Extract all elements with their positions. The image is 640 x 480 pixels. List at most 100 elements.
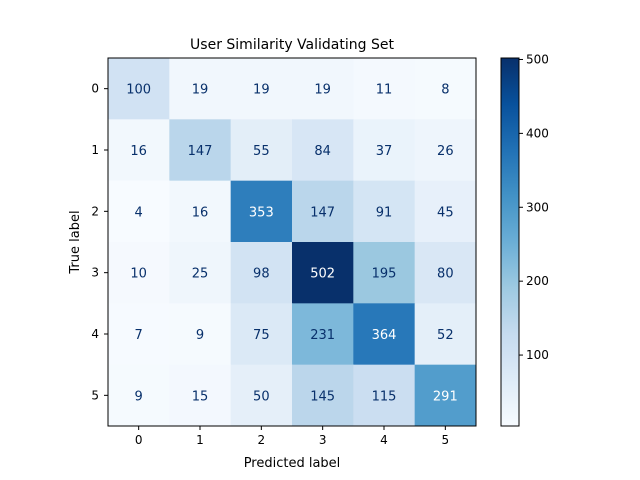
cell-value-label: 26	[437, 144, 454, 159]
colorbar-ticks: 100 200 300 400 500	[519, 52, 549, 362]
heatmap-cell	[108, 242, 170, 304]
cell-value-label: 19	[192, 83, 209, 98]
cell-value-label: 19	[253, 83, 270, 98]
heatmap-cell	[108, 364, 170, 427]
cell-value-label: 37	[376, 144, 393, 159]
cell-value-label: 195	[372, 267, 397, 282]
heatmap-cell	[292, 242, 354, 304]
cell-value-label: 15	[192, 389, 209, 404]
heatmap-cell	[108, 58, 170, 120]
cell-value-label: 147	[188, 144, 213, 159]
heatmap-cell	[169, 58, 232, 120]
x-tick-label: 2	[258, 433, 266, 447]
heatmap-cell	[414, 303, 477, 366]
cell-value-label: 84	[314, 144, 331, 159]
cell-value-label: 353	[249, 205, 274, 220]
heatmap-cell	[353, 58, 416, 120]
heatmap-cell	[292, 119, 354, 182]
heatmap-cell	[169, 303, 232, 366]
cell-value-label: 45	[437, 205, 454, 220]
y-tick-label: 5	[91, 388, 99, 402]
cell-value-label: 80	[437, 267, 454, 282]
y-axis-label: True label	[68, 210, 83, 274]
cell-value-label: 10	[130, 267, 147, 282]
cell-value-label: 55	[253, 144, 270, 159]
heatmap-cell	[414, 180, 477, 243]
heatmap-cell	[230, 180, 293, 243]
y-tick-label: 1	[91, 143, 99, 157]
heatmap-cell	[230, 303, 293, 366]
plot-frame	[107, 57, 477, 427]
colorbar-tick-label: 300	[526, 200, 549, 214]
heatmap-cell	[230, 242, 293, 304]
x-tick-label: 3	[319, 433, 327, 447]
cell-value-label: 25	[192, 267, 209, 282]
x-tick-label: 5	[442, 433, 450, 447]
heatmap-cell	[169, 364, 232, 427]
heatmap-cells: 100 19 19 19 11 816 147 55 84 37 264 16 353 147 91 4510…	[108, 58, 477, 427]
heatmap-cell	[230, 119, 293, 182]
colorbar: 100 200 300 400 500	[500, 52, 549, 427]
cell-value-label: 231	[310, 328, 335, 343]
cell-value-label: 52	[437, 328, 454, 343]
cell-value-label: 7	[135, 328, 143, 343]
heatmap-cell	[353, 242, 416, 304]
cell-value-label: 115	[372, 389, 397, 404]
cell-value-label: 98	[253, 267, 270, 282]
heatmap-cell	[414, 119, 477, 182]
heatmap-cell	[169, 180, 232, 243]
colorbar-tick-label: 100	[526, 348, 549, 362]
colorbar-tick-label: 200	[526, 274, 549, 288]
heatmap-cell	[414, 242, 477, 304]
heatmap-cell	[108, 180, 170, 243]
chart-title: User Similarity Validating Set	[190, 37, 394, 53]
cell-value-label: 100	[126, 83, 151, 98]
heatmap-cell	[230, 58, 293, 120]
cell-value-label: 9	[135, 389, 143, 404]
heatmap-cell	[292, 58, 354, 120]
y-tick-label: 3	[91, 266, 99, 280]
y-tick-label: 4	[91, 327, 99, 341]
heatmap-cell	[292, 364, 354, 427]
x-axis-label: Predicted label	[244, 456, 341, 471]
heatmap-cell	[353, 119, 416, 182]
heatmap-cell	[108, 303, 170, 366]
cell-value-label: 9	[196, 328, 204, 343]
cell-value-label: 4	[135, 205, 143, 220]
heatmap-cell	[414, 58, 477, 120]
cell-value-label: 502	[310, 267, 335, 282]
cell-value-label: 50	[253, 389, 270, 404]
cell-value-label: 19	[314, 83, 331, 98]
cell-value-label: 16	[192, 205, 209, 220]
colorbar-gradient	[500, 57, 520, 427]
heatmap-cell	[414, 364, 477, 427]
cell-value-label: 364	[372, 328, 397, 343]
colorbar-tick-label: 400	[526, 126, 549, 140]
heatmap-cell	[230, 364, 293, 427]
x-axis-ticks: 0 1 2 3 4 5	[135, 426, 449, 447]
heatmap-cell	[292, 303, 354, 366]
heatmap-cell	[169, 119, 232, 182]
heatmap-cell	[292, 180, 354, 243]
colorbar-tick-label: 500	[526, 52, 549, 66]
x-tick-label: 1	[196, 433, 204, 447]
heatmap-cell	[169, 242, 232, 304]
cell-value-label: 8	[441, 83, 449, 98]
cell-value-label: 291	[433, 389, 458, 404]
x-tick-label: 0	[135, 433, 143, 447]
y-tick-label: 2	[91, 204, 99, 218]
heatmap-cell	[353, 364, 416, 427]
cell-value-label: 16	[130, 144, 147, 159]
cell-value-label: 145	[310, 389, 335, 404]
x-tick-label: 4	[380, 433, 388, 447]
cell-value-label: 91	[376, 205, 393, 220]
heatmap-cell	[108, 119, 170, 182]
y-tick-label: 0	[91, 82, 99, 96]
cell-value-label: 11	[376, 83, 393, 98]
heatmap-cell	[353, 180, 416, 243]
cell-value-label: 75	[253, 328, 270, 343]
y-axis-ticks: 0 1 2 3 4 5	[91, 82, 108, 402]
heatmap-cell	[353, 303, 416, 366]
cell-value-label: 147	[310, 205, 335, 220]
